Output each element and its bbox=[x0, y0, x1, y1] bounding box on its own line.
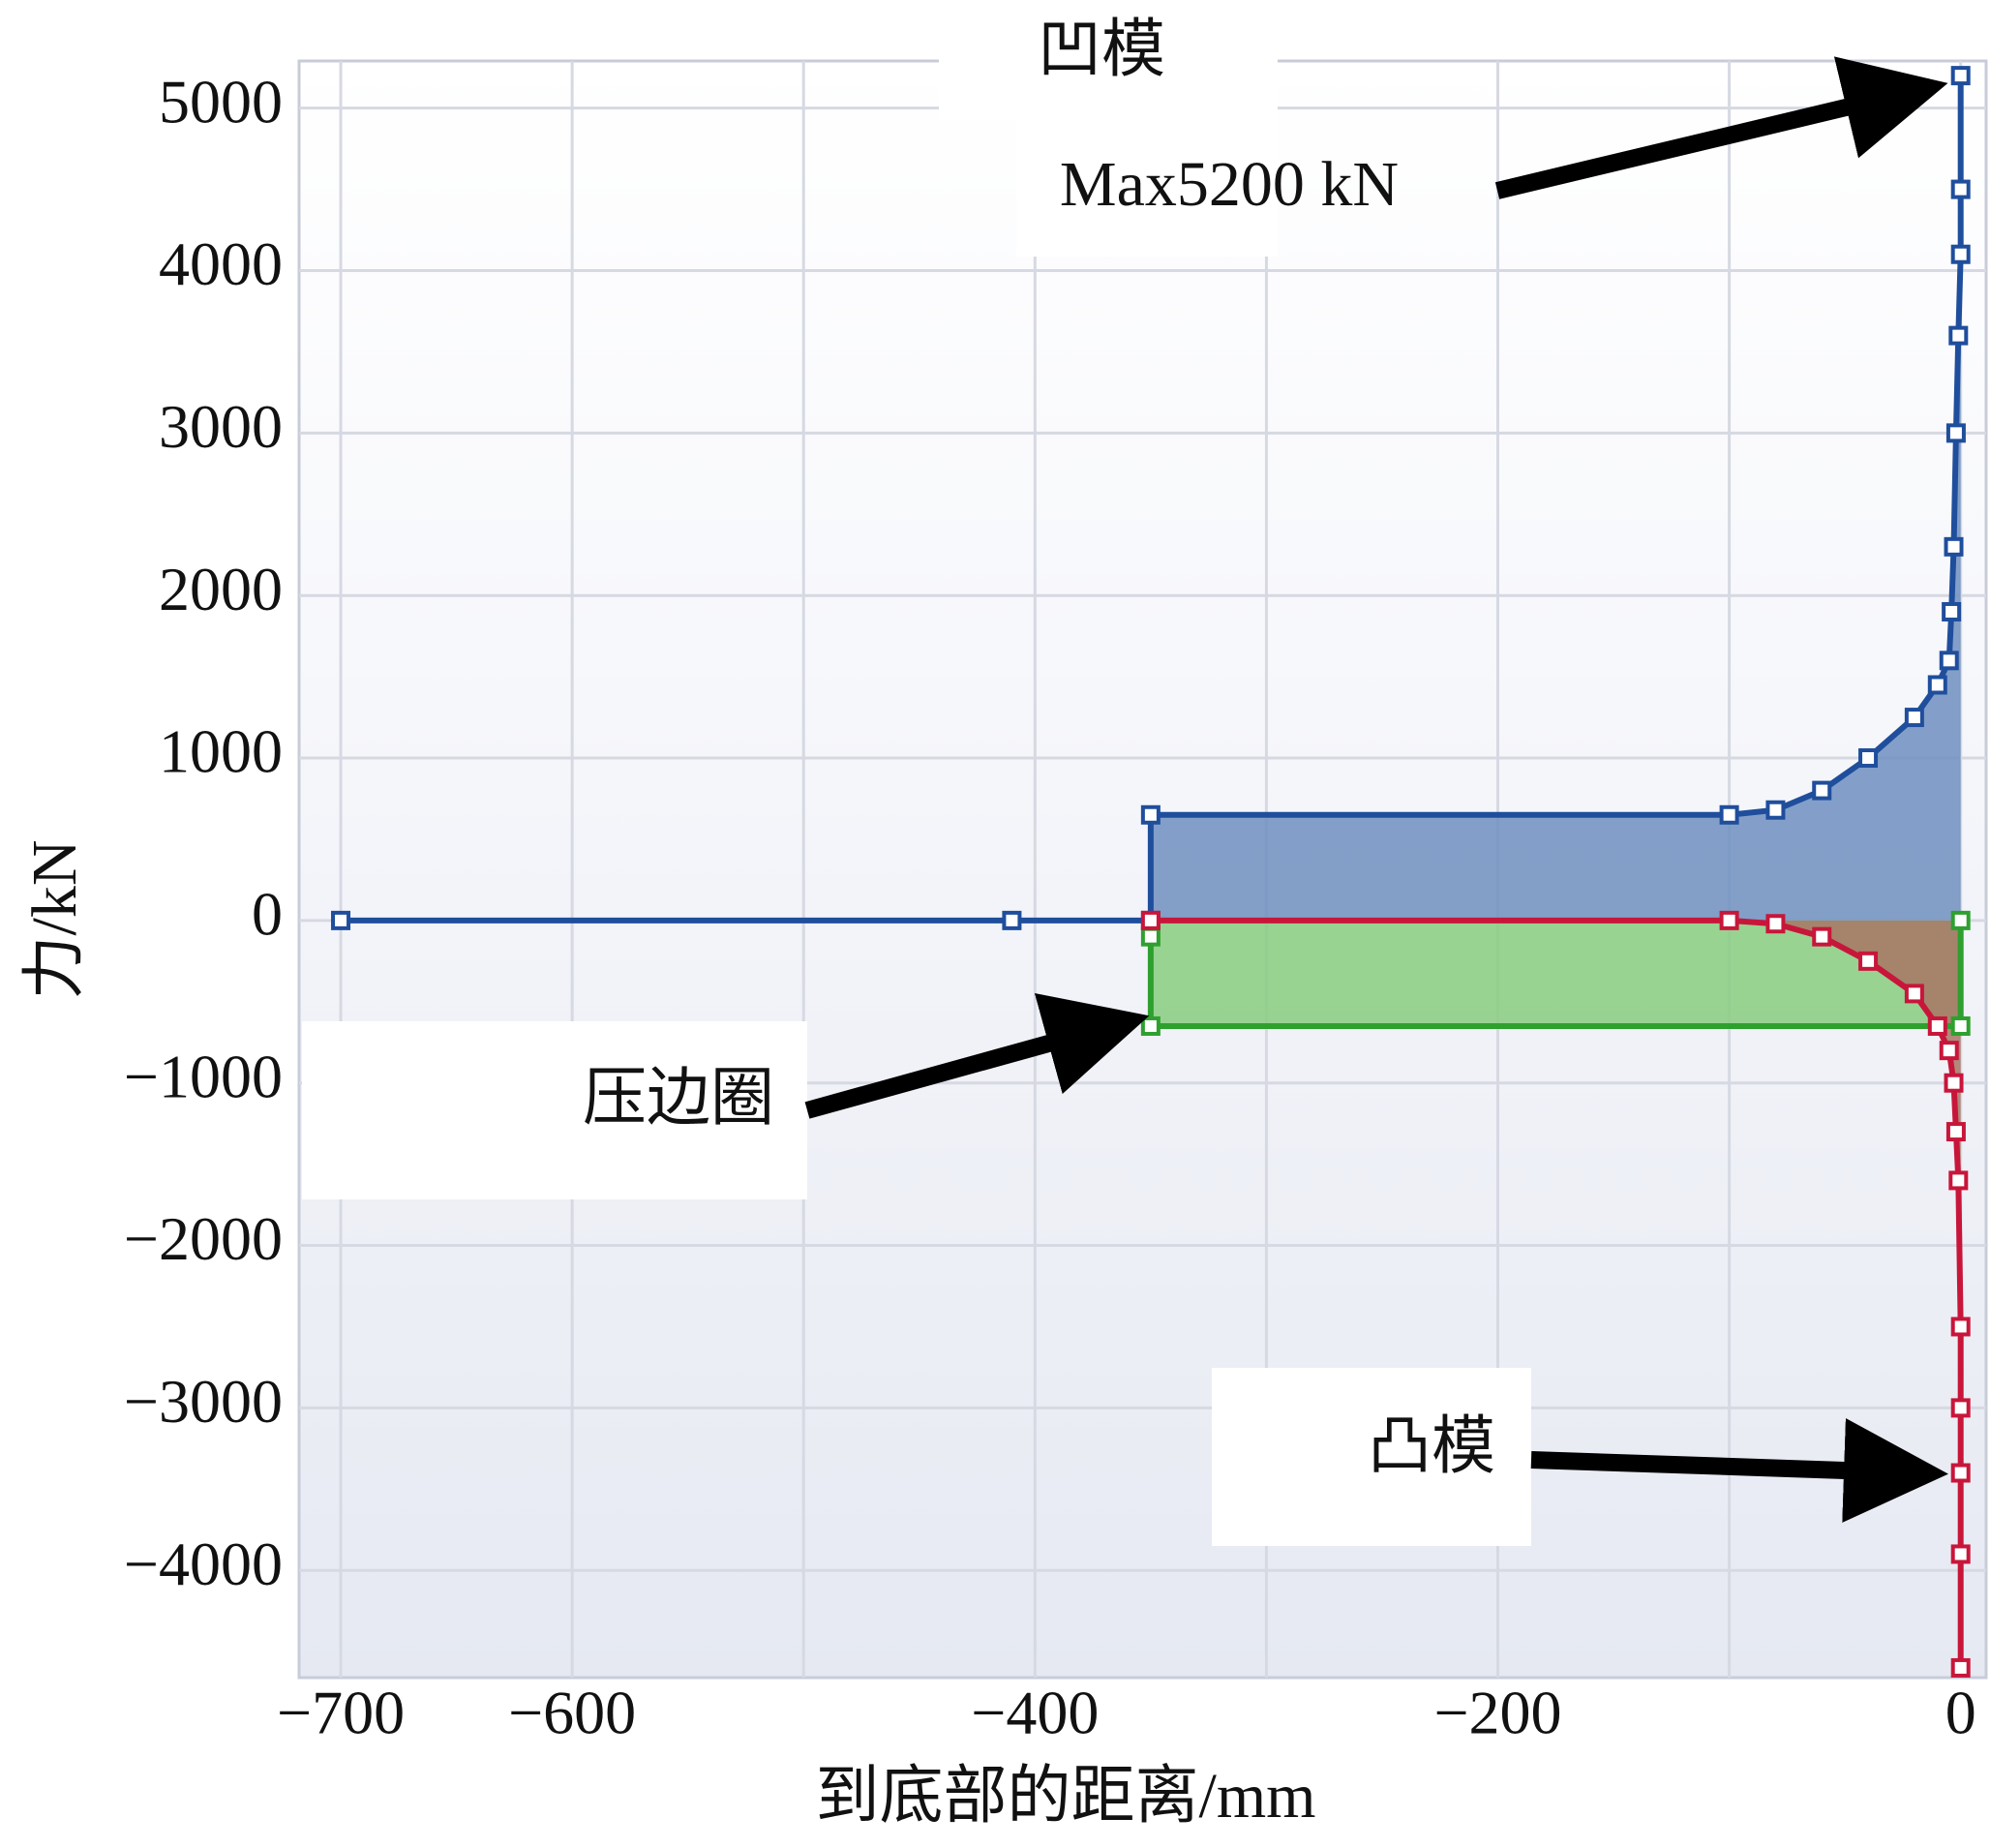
annotation-box bbox=[939, 0, 1278, 121]
data-point bbox=[1944, 536, 1964, 557]
data-point bbox=[1904, 984, 1924, 1004]
y-tick-label: 1000 bbox=[159, 717, 283, 786]
y-tick-label: −3000 bbox=[124, 1367, 283, 1436]
y-tick-label: 0 bbox=[252, 880, 283, 949]
annotation: Max5200 kN bbox=[1060, 149, 1399, 220]
data-point bbox=[1927, 1015, 1947, 1036]
data-point bbox=[1719, 910, 1739, 930]
y-tick-label: −4000 bbox=[124, 1530, 283, 1598]
data-point bbox=[1945, 1122, 1966, 1142]
area-fill bbox=[341, 76, 1961, 921]
data-point bbox=[1765, 800, 1786, 820]
data-point bbox=[1858, 748, 1879, 769]
y-tick-label: 4000 bbox=[159, 229, 283, 298]
data-point bbox=[1945, 423, 1966, 443]
arrow bbox=[1530, 1417, 1948, 1523]
y-tick-label: 5000 bbox=[159, 67, 283, 136]
area-fill bbox=[1150, 920, 1961, 1026]
y-axis-label: 力/kN bbox=[19, 840, 90, 1000]
data-point bbox=[1140, 1015, 1161, 1036]
data-point bbox=[1927, 675, 1947, 695]
annotation-box bbox=[302, 1021, 807, 1199]
x-tick-label: 0 bbox=[1945, 1679, 1976, 1747]
data-point bbox=[1858, 951, 1879, 971]
data-point bbox=[1950, 179, 1971, 199]
data-point bbox=[1002, 910, 1022, 930]
x-tick-label: −700 bbox=[277, 1679, 405, 1747]
x-axis-label: 到底部的距离/mm bbox=[815, 1761, 1315, 1832]
series-line bbox=[1147, 920, 1964, 1029]
y-tick-label: −1000 bbox=[124, 1042, 283, 1110]
data-point bbox=[1904, 708, 1924, 728]
annotation-box bbox=[1212, 1368, 1531, 1546]
annotation: 凸模 bbox=[1368, 1411, 1495, 1482]
data-point bbox=[1944, 1073, 1964, 1093]
data-point bbox=[1812, 780, 1832, 801]
y-tick-label: 2000 bbox=[159, 555, 283, 623]
data-point bbox=[1950, 1015, 1971, 1036]
arrow bbox=[804, 992, 1150, 1119]
y-tick-label: 3000 bbox=[159, 392, 283, 461]
data-point bbox=[1948, 1170, 1969, 1191]
data-point bbox=[1140, 910, 1161, 930]
y-tick-label: −2000 bbox=[124, 1204, 283, 1273]
data-point bbox=[1939, 651, 1959, 671]
data-point bbox=[1950, 1317, 1971, 1337]
data-point bbox=[1939, 1041, 1959, 1061]
data-point bbox=[1950, 910, 1971, 930]
annotation: 压边圈 bbox=[583, 1063, 774, 1134]
data-point bbox=[1950, 1544, 1971, 1564]
series-line bbox=[1150, 917, 1964, 1668]
series-line bbox=[341, 76, 1964, 924]
x-tick-label: −200 bbox=[1433, 1679, 1561, 1747]
data-point bbox=[1765, 914, 1786, 934]
data-point bbox=[1950, 1657, 1971, 1678]
data-point bbox=[1719, 804, 1739, 825]
data-point bbox=[1950, 66, 1971, 86]
data-point bbox=[1948, 325, 1969, 346]
data-point bbox=[1140, 804, 1161, 825]
data-point bbox=[1950, 244, 1971, 264]
arrow bbox=[1494, 56, 1948, 199]
data-point bbox=[1942, 601, 1962, 621]
annotation: 凹模 bbox=[1038, 15, 1165, 85]
x-tick-label: −400 bbox=[971, 1679, 1099, 1747]
annotation-box bbox=[1016, 121, 1278, 257]
data-point bbox=[1812, 926, 1832, 947]
x-tick-label: −600 bbox=[508, 1679, 636, 1747]
data-point bbox=[1950, 1398, 1971, 1418]
data-point bbox=[1950, 1463, 1971, 1483]
data-point bbox=[331, 910, 351, 930]
data-point bbox=[1140, 926, 1161, 947]
